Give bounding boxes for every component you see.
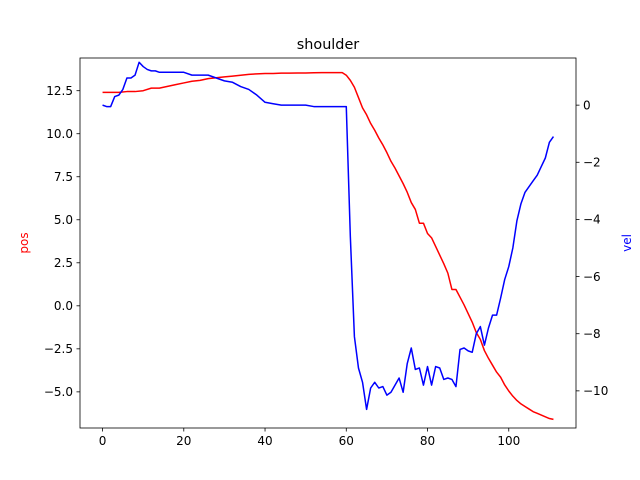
x-tick-label: 80 bbox=[420, 434, 435, 448]
x-tick-label: 60 bbox=[339, 434, 354, 448]
series-layer bbox=[102, 61, 555, 421]
x-tick-label: 100 bbox=[497, 434, 520, 448]
y-right-tick-label: −2 bbox=[583, 156, 601, 170]
y-left-tick-label: 0.0 bbox=[54, 299, 73, 313]
series-line-pos bbox=[102, 71, 554, 421]
y-left-tick-label: −5.0 bbox=[44, 385, 73, 399]
y-left-tick-label: 5.0 bbox=[54, 213, 73, 227]
y-right-tick-label: −8 bbox=[583, 327, 601, 341]
x-tick-label: 40 bbox=[257, 434, 272, 448]
plot-area-frame bbox=[79, 57, 577, 429]
y-left-tick-label: −2.5 bbox=[44, 342, 73, 356]
chart-title: shoulder bbox=[297, 37, 360, 53]
y-left-tick-label: 7.5 bbox=[54, 170, 73, 184]
y-right-tick-label: −10 bbox=[583, 384, 608, 398]
series-line-vel bbox=[102, 61, 555, 411]
y-right-tick-label: −4 bbox=[583, 213, 601, 227]
y-right-tick-label: 0 bbox=[583, 98, 591, 112]
y-left-tick-label: 10.0 bbox=[46, 127, 73, 141]
plot-area-background bbox=[80, 58, 576, 428]
x-tick-label: 20 bbox=[176, 434, 191, 448]
y-left-tick-label: 2.5 bbox=[54, 256, 73, 270]
x-tick-label: 0 bbox=[99, 434, 107, 448]
y-right-tick-label: −6 bbox=[583, 270, 601, 284]
y-axis-left-label: pos bbox=[17, 232, 31, 253]
y-left-tick-label: 12.5 bbox=[46, 84, 73, 98]
x-axis: 0 20 40 60 80 100 bbox=[99, 428, 520, 448]
y-axis-right: 0 −2 −4 −6 −8 −10 bbox=[576, 98, 608, 398]
y-axis-left: −5.0 −2.5 0.0 2.5 5.0 7.5 10.0 12.5 bbox=[44, 84, 80, 399]
y-axis-right-label: vel bbox=[620, 234, 634, 252]
